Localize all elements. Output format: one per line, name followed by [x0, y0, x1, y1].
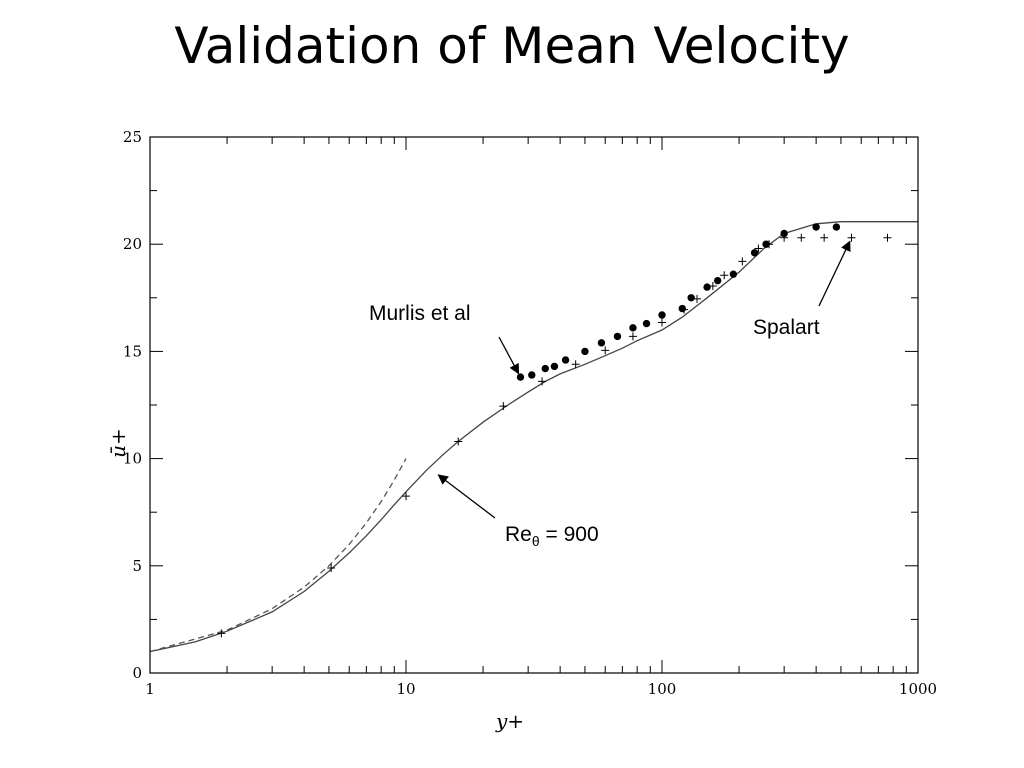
data-point [680, 305, 689, 314]
data-point [628, 332, 637, 341]
y-tick-label: 10 [123, 450, 142, 468]
data-point [629, 324, 637, 332]
tick-labels: 1 10 100 1000 0 5 10 15 20 25 [123, 128, 937, 698]
data-point [658, 311, 666, 319]
annotation-label: Reθ = 900 [505, 523, 599, 549]
data-point [812, 223, 820, 231]
series-0 [149, 221, 918, 653]
solid-line [149, 221, 918, 653]
data-point [454, 437, 463, 446]
data-point [528, 371, 536, 379]
data-point [561, 356, 570, 364]
data-point [780, 233, 789, 242]
data-point [402, 492, 410, 501]
data-point [541, 364, 549, 373]
data-point [708, 282, 717, 291]
y-axis-label: ū+ [106, 428, 130, 458]
data-point [797, 233, 806, 242]
data-point [678, 304, 686, 313]
y-tick-label: 15 [123, 342, 142, 360]
x-tick-label: 10 [396, 680, 415, 698]
annotation-arrow [437, 474, 496, 519]
y-tick-label: 25 [123, 128, 142, 146]
series-3 [217, 233, 892, 638]
annotation-label: Murlis et al [369, 302, 471, 325]
y-tick-label: 5 [132, 557, 142, 575]
annotation-arrow [498, 336, 520, 375]
x-tick-label: 1000 [899, 680, 937, 698]
axis-ticks [149, 136, 919, 674]
data-point [597, 339, 606, 347]
data-point [327, 563, 336, 572]
data-point [217, 629, 226, 638]
data-point [613, 332, 622, 341]
data-point [687, 294, 695, 302]
series-2 [516, 223, 841, 381]
data-point [750, 249, 759, 257]
series-1 [149, 458, 407, 653]
data-point [780, 229, 788, 238]
data-point [581, 347, 589, 356]
data-point [693, 294, 701, 303]
x-tick-label: 100 [648, 680, 677, 698]
data-point [820, 233, 829, 242]
data-point [738, 257, 747, 266]
series-layer [149, 221, 918, 653]
data-point [642, 319, 651, 328]
x-tick-label: 1 [145, 680, 155, 698]
annotation-arrow [818, 240, 851, 307]
annotation-spalart: Spalart [753, 240, 851, 339]
annotation-re: Reθ = 900 [437, 474, 599, 549]
y-tick-label: 20 [123, 235, 142, 253]
data-point [499, 402, 508, 411]
annotation-label: Spalart [753, 316, 820, 339]
annotations: Murlis et al Spalart Reθ = 900 [369, 240, 851, 549]
data-point [601, 346, 610, 355]
plot-frame [149, 136, 919, 674]
data-point [847, 233, 856, 242]
y-tick-label: 0 [132, 664, 142, 682]
data-point [754, 244, 763, 253]
data-point [550, 362, 559, 371]
data-point [832, 223, 841, 231]
slide-title: Validation of Mean Velocity [174, 17, 850, 75]
data-point [720, 271, 729, 280]
data-point [883, 233, 892, 242]
data-point [538, 377, 547, 386]
data-point [765, 240, 774, 249]
data-point [729, 270, 738, 278]
data-point [658, 318, 666, 327]
data-point [703, 283, 711, 291]
data-point [713, 276, 722, 285]
data-point [516, 373, 525, 381]
x-axis-label: y+ [495, 709, 524, 733]
data-point [571, 360, 580, 369]
dashed-line [149, 458, 407, 653]
annotation-murlis: Murlis et al [369, 302, 520, 375]
